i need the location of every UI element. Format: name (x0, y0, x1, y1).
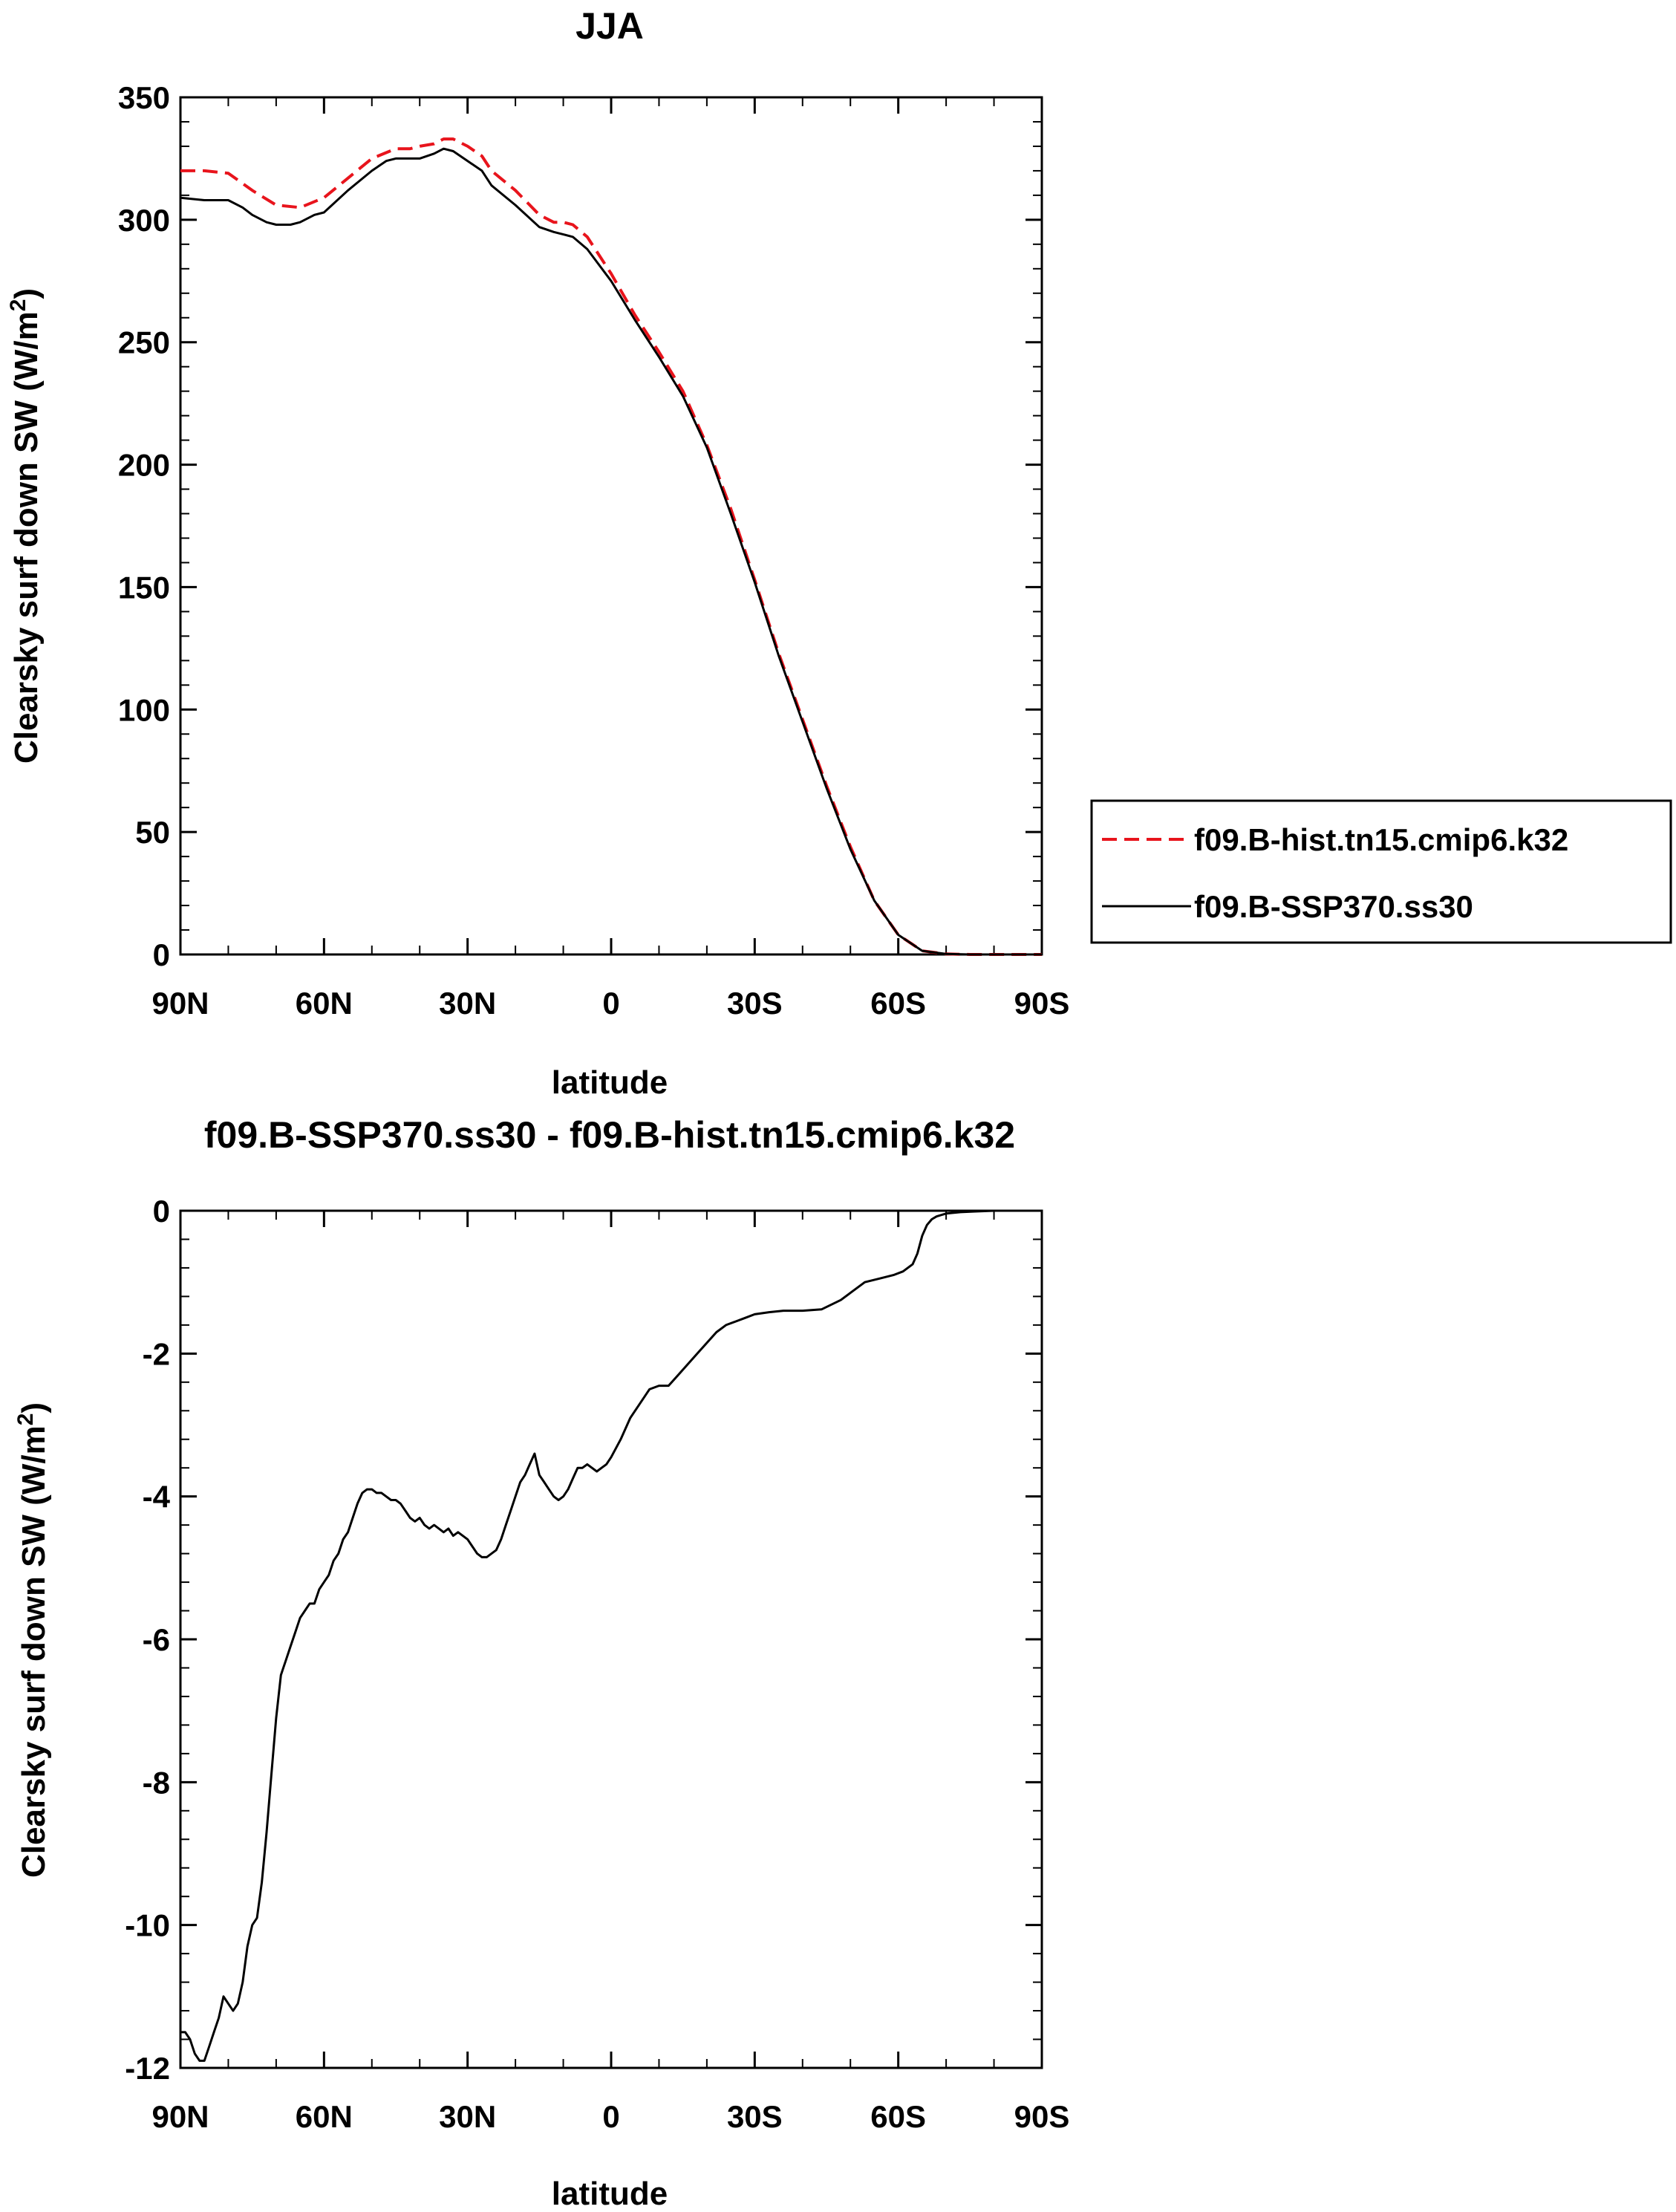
x-tick-label: 90N (151, 2099, 209, 2134)
x-tick-label: 30S (727, 986, 783, 1021)
y-tick-label: 150 (118, 570, 170, 605)
x-tick-labels: 90N 60N 30N 0 30S 60S 90S (151, 986, 1069, 1021)
plot-frame (179, 96, 1043, 956)
x-axis-label: latitude (552, 2176, 668, 2212)
axis-ticks (179, 1209, 1043, 2069)
x-tick-labels: 90N 60N 30N 0 30S 60S 90S (151, 2099, 1069, 2134)
x-tick-label: 30N (439, 986, 496, 1021)
legend-label-hist: f09.B-hist.tn15.cmip6.k32 (1194, 822, 1568, 857)
y-tick-label: -2 (143, 1336, 170, 1371)
x-tick-label: 90S (1014, 2099, 1070, 2134)
x-tick-label: 60S (870, 986, 926, 1021)
y-tick-label: 350 (118, 80, 170, 115)
y-tick-label: 0 (153, 937, 170, 972)
series-line-1 (180, 147, 1042, 956)
x-axis-label: latitude (552, 1064, 668, 1101)
legend: f09.B-hist.tn15.cmip6.k32 f09.B-SSP370.s… (1090, 799, 1672, 944)
chart-title: JJA (575, 5, 644, 47)
axis-ticks (179, 96, 1043, 956)
y-tick-label: -10 (125, 1908, 170, 1943)
y-tick-label: 100 (118, 692, 170, 727)
x-tick-label: 60N (296, 2099, 353, 2134)
y-axis-label: Clearsky surf down SW (W/m2) (13, 1402, 52, 1878)
y-tick-label: 250 (118, 325, 170, 360)
panel-difference: f09.B-SSP370.ss30 - f09.B-hist.tn15.cmip… (13, 1114, 1069, 2212)
y-tick-labels: -12 -10 -8 -6 -4 -2 0 (125, 1194, 170, 2086)
chart-title: f09.B-SSP370.ss30 - f09.B-hist.tn15.cmip… (204, 1114, 1015, 1156)
y-tick-label: 300 (118, 203, 170, 238)
legend-label-ssp370: f09.B-SSP370.ss30 (1194, 889, 1473, 924)
y-tick-label: 0 (153, 1194, 170, 1229)
y-tick-labels: 0 50 100 150 200 250 300 350 (118, 80, 170, 972)
y-tick-label: -4 (143, 1480, 171, 1515)
x-tick-label: 0 (602, 986, 619, 1021)
x-tick-label: 60S (870, 2099, 926, 2134)
y-tick-label: -6 (143, 1622, 170, 1657)
series-group (180, 1209, 1042, 2062)
x-tick-label: 30N (439, 2099, 496, 2134)
x-tick-label: 30S (727, 2099, 783, 2134)
legend-box (1090, 799, 1672, 944)
plot-frame (179, 1209, 1043, 2069)
series-line-0 (180, 1209, 1042, 2062)
y-axis-label: Clearsky surf down SW (W/m2) (6, 288, 45, 764)
y-tick-label: -12 (125, 2051, 170, 2086)
panel-jja: JJA 90N 60N 30N 0 30S 60S 90S 0 50 100 150 200 250 3… (6, 5, 1069, 1101)
y-tick-label: 50 (135, 815, 170, 850)
series-line-0 (180, 137, 1042, 956)
x-tick-label: 0 (602, 2099, 619, 2134)
x-tick-label: 60N (296, 986, 353, 1021)
series-group (180, 137, 1042, 956)
x-tick-label: 90S (1014, 986, 1070, 1021)
x-tick-label: 90N (151, 986, 209, 1021)
y-tick-label: -8 (143, 1765, 170, 1800)
y-tick-label: 200 (118, 448, 170, 483)
